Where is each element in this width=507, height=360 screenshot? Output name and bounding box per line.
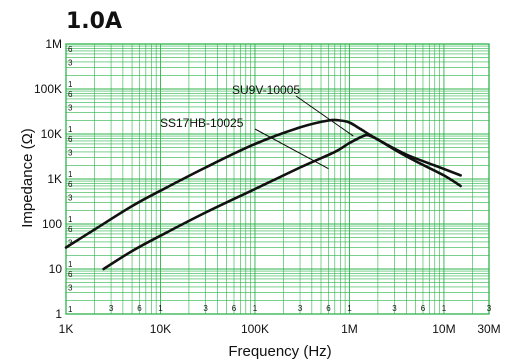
y-minor-label: 3 bbox=[68, 104, 73, 113]
series-line-2 bbox=[102, 133, 462, 271]
x-minor-label: 6 bbox=[421, 304, 426, 313]
y-minor-label: 1 bbox=[68, 215, 73, 224]
x-axis-title: Frequency (Hz) bbox=[228, 343, 331, 360]
y-minor-label: 6 bbox=[68, 180, 73, 189]
y-tick-label: 100 bbox=[42, 217, 62, 231]
y-minor-label: 3 bbox=[68, 284, 73, 293]
y-tick-label: 1M bbox=[45, 37, 62, 51]
x-minor-label: 1 bbox=[347, 304, 352, 313]
y-minor-label: 6 bbox=[68, 90, 73, 99]
y-minor-label: 3 bbox=[68, 239, 73, 248]
x-tick-label: 30M bbox=[477, 322, 500, 336]
x-minor-label: 3 bbox=[392, 304, 397, 313]
x-axis-ticks: 1K 10K 100K 1M 10M 30M bbox=[59, 322, 501, 336]
y-tick-label: 10 bbox=[49, 262, 63, 276]
y-minor-label: 3 bbox=[68, 149, 73, 158]
x-minor-label: 3 bbox=[487, 304, 492, 313]
plot-frame bbox=[65, 43, 490, 315]
x-tick-label: 10K bbox=[150, 322, 171, 336]
y-minor-label: 1 bbox=[68, 80, 73, 89]
y-axis-title: Impedance (Ω) bbox=[19, 128, 36, 228]
x-minor-label: 3 bbox=[203, 304, 208, 313]
x-minor-label: 6 bbox=[326, 304, 331, 313]
series-label-leader bbox=[295, 95, 354, 137]
x-minor-label: 3 bbox=[109, 304, 114, 313]
x-tick-label: 10M bbox=[432, 322, 455, 336]
x-tick-label: 100K bbox=[241, 322, 269, 336]
x-tick-label: 1K bbox=[59, 322, 74, 336]
y-tick-label: 1K bbox=[47, 172, 62, 186]
x-minor-label: 1 bbox=[158, 304, 163, 313]
y-axis-ticks: 1 10 100 1K 10K 100K 1M bbox=[34, 37, 62, 321]
series-label-1: SU9V-10005 bbox=[232, 83, 300, 97]
x-minor-label: 1 bbox=[253, 304, 258, 313]
y-tick-label: 100K bbox=[34, 82, 62, 96]
x-minor-label: 6 bbox=[232, 304, 237, 313]
y-minor-label: 3 bbox=[68, 59, 73, 68]
y-tick-label: 10K bbox=[41, 127, 62, 141]
y-minor-label: 6 bbox=[68, 225, 73, 234]
y-minor-label: 1 bbox=[68, 125, 73, 134]
series-labels: SU9V-10005 SS17HB-10025 bbox=[160, 83, 354, 170]
chart-title: 1.0A bbox=[66, 9, 122, 34]
series-group bbox=[64, 118, 462, 271]
y-minor-label: 1 bbox=[68, 170, 73, 179]
y-minor-label: 6 bbox=[68, 45, 73, 54]
x-minor-label: 6 bbox=[137, 304, 142, 313]
y-minor-label: 6 bbox=[68, 135, 73, 144]
x-minor-label: 3 bbox=[298, 304, 303, 313]
y-minor-label: 1 bbox=[68, 305, 73, 314]
x-tick-label: 1M bbox=[341, 322, 358, 336]
series-label-2: SS17HB-10025 bbox=[160, 116, 244, 130]
y-minor-label: 3 bbox=[68, 194, 73, 203]
y-minor-label: 6 bbox=[68, 270, 73, 279]
y-minor-label: 1 bbox=[68, 260, 73, 269]
y-tick-label: 1 bbox=[55, 307, 62, 321]
series-label-leader bbox=[254, 128, 329, 170]
x-minor-label: 1 bbox=[442, 304, 447, 313]
